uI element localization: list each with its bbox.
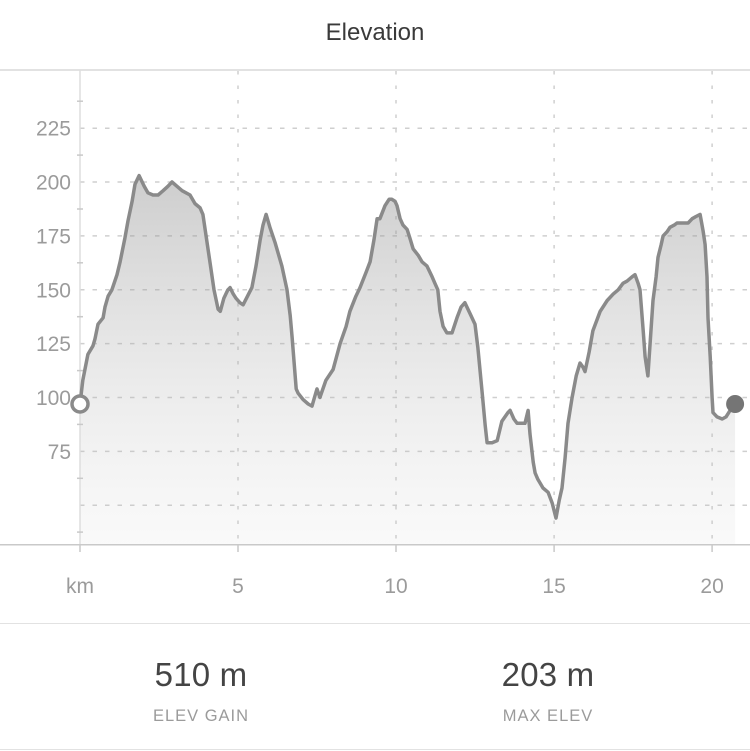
x-axis-label: 15 [542,575,565,598]
end-point-marker [726,395,745,413]
stat-max-elev: 203 m MAX ELEV [502,656,595,726]
x-axis-unit-label: km [66,575,94,598]
y-axis-label: 75 [48,441,71,464]
elevation-chart: 225 200 175 150 125 100 75 km 5 10 15 20 [0,69,750,598]
start-point-marker [70,394,90,414]
bottom-divider [0,749,750,750]
elevation-line [78,173,737,520]
x-axis-label: 10 [384,575,407,598]
elevation-area [80,175,736,544]
max-elev-value: 203 m [501,656,595,693]
y-axis-label: 175 [36,225,71,248]
y-axis-label: 225 [36,118,71,141]
x-axis-label: 5 [232,575,244,598]
stat-elev-gain: 510 m ELEV GAIN [153,656,249,726]
y-axis-label: 150 [36,279,71,302]
max-elev-label: MAX ELEV [502,707,594,725]
y-axis-label: 125 [36,333,71,356]
chart-title: Elevation [325,19,425,46]
x-axis-label: 20 [700,575,723,598]
elev-gain-label: ELEV GAIN [152,707,250,725]
section-divider [0,623,750,624]
elev-gain-value: 510 m [154,656,248,693]
y-axis-label: 100 [36,387,71,410]
y-axis-label: 200 [36,172,71,195]
